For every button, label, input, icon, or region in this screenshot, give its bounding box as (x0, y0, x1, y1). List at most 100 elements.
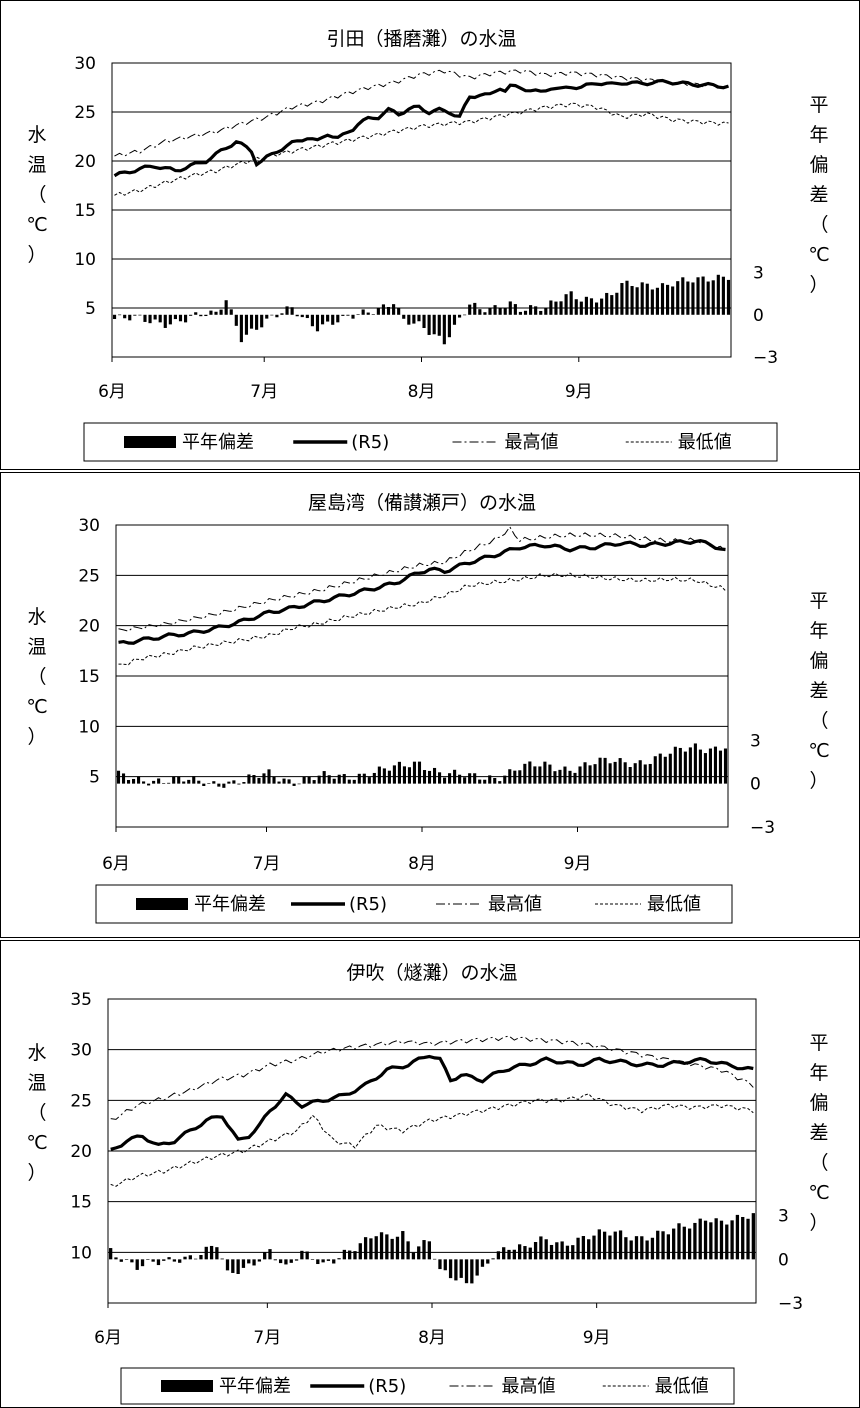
anomaly-bar (629, 1240, 633, 1260)
x-tick-label: 9月 (565, 382, 593, 402)
anomaly-bar (392, 765, 396, 784)
anomaly-bar (252, 775, 256, 784)
y-right-axis-label-char: （ (809, 214, 828, 236)
anomaly-bar (624, 1237, 628, 1260)
anomaly-bar (468, 304, 472, 315)
anomaly-bar (395, 1236, 400, 1260)
series-r5-line (113, 78, 729, 178)
anomaly-bar (231, 1259, 235, 1273)
y-tick-label: 5 (85, 299, 96, 319)
y-tick-label: 10 (78, 717, 100, 737)
y-right-tick-label: −3 (750, 818, 775, 838)
anomaly-bar (407, 767, 412, 784)
anomaly-bar (207, 783, 211, 784)
anomaly-bar (498, 781, 502, 784)
y-tick-label: 25 (74, 103, 96, 123)
y-tick-label: 20 (74, 152, 96, 172)
anomaly-bar (252, 1259, 256, 1266)
anomaly-bar (239, 314, 243, 343)
anomaly-bar (491, 1258, 495, 1260)
anomaly-bar (411, 1252, 416, 1260)
anomaly-bar (257, 1259, 262, 1262)
legend-label: (R5) (368, 1376, 406, 1397)
anomaly-bar (369, 1238, 373, 1260)
anomaly-bar (687, 1228, 692, 1260)
anomaly-bar (613, 761, 617, 784)
anomaly-bar (443, 1259, 447, 1271)
anomaly-bar (382, 768, 386, 784)
anomaly-bar (432, 314, 436, 335)
anomaly-bar (708, 748, 712, 784)
anomaly-bar (320, 314, 325, 325)
anomaly-bar (735, 1214, 740, 1260)
anomaly-bar (529, 305, 533, 315)
anomaly-bar (539, 310, 543, 315)
anomaly-bar (422, 314, 426, 329)
anomaly-bar (678, 747, 682, 784)
anomaly-bar (305, 1251, 309, 1260)
y-right-tick-label: 0 (750, 775, 761, 795)
anomaly-bar (548, 764, 552, 784)
anomaly-bar (686, 281, 690, 315)
y-right-axis-label-char: 平 (809, 94, 828, 116)
anomaly-bar (518, 770, 522, 784)
anomaly-bar (475, 1259, 479, 1276)
y-right-axis-label-char: ℃ (808, 740, 829, 762)
y-axis-label-char: ℃ (26, 696, 47, 718)
anomaly-bar (401, 1231, 405, 1260)
anomaly-bar (126, 780, 131, 784)
anomaly-bar (473, 773, 477, 784)
y-right-tick-label: 3 (753, 264, 764, 284)
anomaly-bar (305, 314, 309, 319)
anomaly-bar (523, 1246, 527, 1260)
anomaly-bar (114, 1257, 118, 1260)
anomaly-bar (265, 314, 269, 319)
y-right-tick-label: 0 (778, 1250, 789, 1270)
anomaly-bar (463, 777, 467, 784)
anomaly-bar (123, 314, 127, 319)
legend-label: 最高値 (488, 894, 542, 915)
anomaly-bar (162, 1259, 166, 1261)
anomaly-bar (656, 1230, 660, 1260)
anomaly-bar (367, 777, 371, 784)
anomaly-bar (361, 309, 365, 315)
anomaly-bar (199, 1255, 203, 1260)
anomaly-bar (183, 314, 188, 323)
y-right-axis-label-char: （ (809, 710, 828, 732)
anomaly-bar (272, 776, 276, 784)
anomaly-bar (663, 756, 667, 784)
anomaly-bar (332, 1259, 336, 1264)
y-axis-label-char: （ (27, 1102, 46, 1124)
anomaly-bar (321, 1259, 325, 1263)
y-tick-label: 20 (78, 617, 100, 637)
anomaly-bar (273, 1259, 277, 1261)
y-right-axis-label-char: ） (809, 1212, 828, 1234)
y-right-axis-label-char: 年 (809, 620, 828, 642)
y-tick-label: 10 (70, 1243, 92, 1263)
chart-title: 伊吹（燧灘）の水温 (346, 962, 517, 984)
anomaly-bar (157, 778, 161, 784)
anomaly-bar (638, 760, 642, 784)
anomaly-bar (528, 761, 532, 784)
anomaly-bar (623, 762, 627, 784)
anomaly-bar (458, 774, 462, 784)
anomaly-bar (602, 1231, 607, 1260)
y-right-tick-label: 3 (778, 1207, 789, 1227)
anomaly-bar (287, 779, 291, 784)
anomaly-bar (564, 294, 568, 315)
anomaly-bar (351, 314, 355, 319)
anomaly-bar (193, 1258, 198, 1260)
anomaly-bar (310, 1259, 315, 1260)
anomaly-bar (568, 770, 572, 784)
anomaly-bar (282, 778, 286, 784)
anomaly-bar (197, 780, 201, 784)
y-tick-label: 20 (70, 1142, 92, 1162)
anomaly-bar (625, 280, 629, 315)
anomaly-bar (539, 1236, 543, 1260)
anomaly-bar (448, 1259, 453, 1279)
anomaly-bar (285, 306, 289, 315)
x-tick-label: 7月 (253, 854, 281, 874)
anomaly-bar (711, 280, 715, 315)
legend-label: 平年偏差 (194, 894, 266, 915)
anomaly-bar (583, 762, 587, 784)
